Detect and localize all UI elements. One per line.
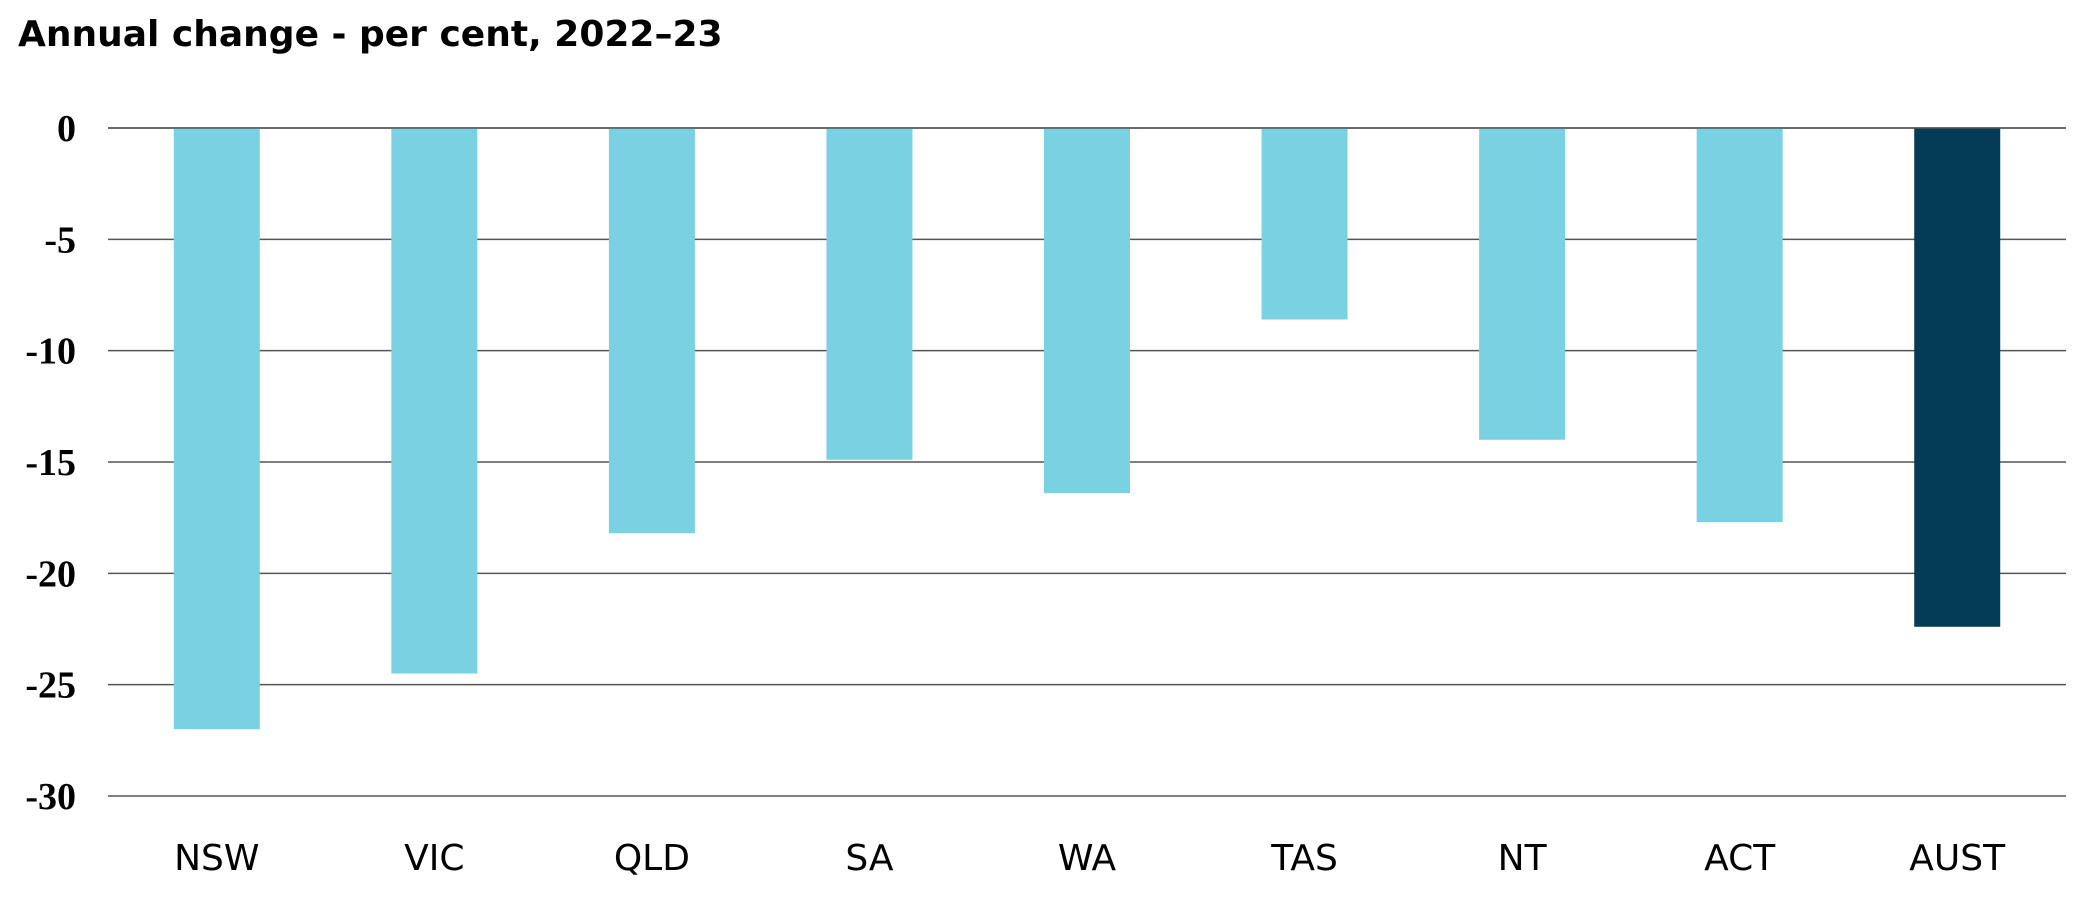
x-tick-label: SA [845, 838, 894, 879]
bar-sa [826, 128, 913, 460]
x-tick-label: NT [1498, 838, 1548, 879]
y-tick-label: -30 [25, 776, 76, 818]
bar-aust [1914, 128, 2001, 627]
y-tick-label: -15 [25, 442, 76, 484]
y-tick-label: -10 [25, 331, 76, 373]
x-tick-label: VIC [404, 838, 464, 879]
x-axis-ticks: NSW VIC QLD SA WA TAS NT ACT AUST [174, 838, 2006, 879]
x-tick-label: TAS [1270, 838, 1338, 879]
bars [108, 127, 2066, 730]
y-tick-label: 0 [57, 108, 76, 150]
x-tick-label: NSW [174, 838, 259, 879]
y-tick-label: -5 [44, 219, 76, 261]
chart-title: Annual change - per cent, 2022–23 [18, 14, 723, 55]
bar-qld [608, 128, 695, 534]
x-tick-label: AUST [1909, 838, 2006, 879]
y-tick-label: -20 [25, 553, 76, 595]
y-tick-label: -25 [25, 665, 76, 707]
x-tick-label: QLD [614, 838, 690, 879]
bar-nt [1479, 128, 1566, 440]
bar-act [1696, 128, 1783, 523]
bar-vic [391, 128, 478, 674]
bar-wa [1044, 128, 1130, 494]
x-tick-label: WA [1058, 838, 1117, 879]
bar-nsw [173, 128, 260, 730]
y-axis-ticks: 0 -5 -10 -15 -20 -25 -30 [25, 108, 76, 818]
x-tick-label: ACT [1704, 838, 1776, 879]
bar-tas [1261, 128, 1348, 320]
